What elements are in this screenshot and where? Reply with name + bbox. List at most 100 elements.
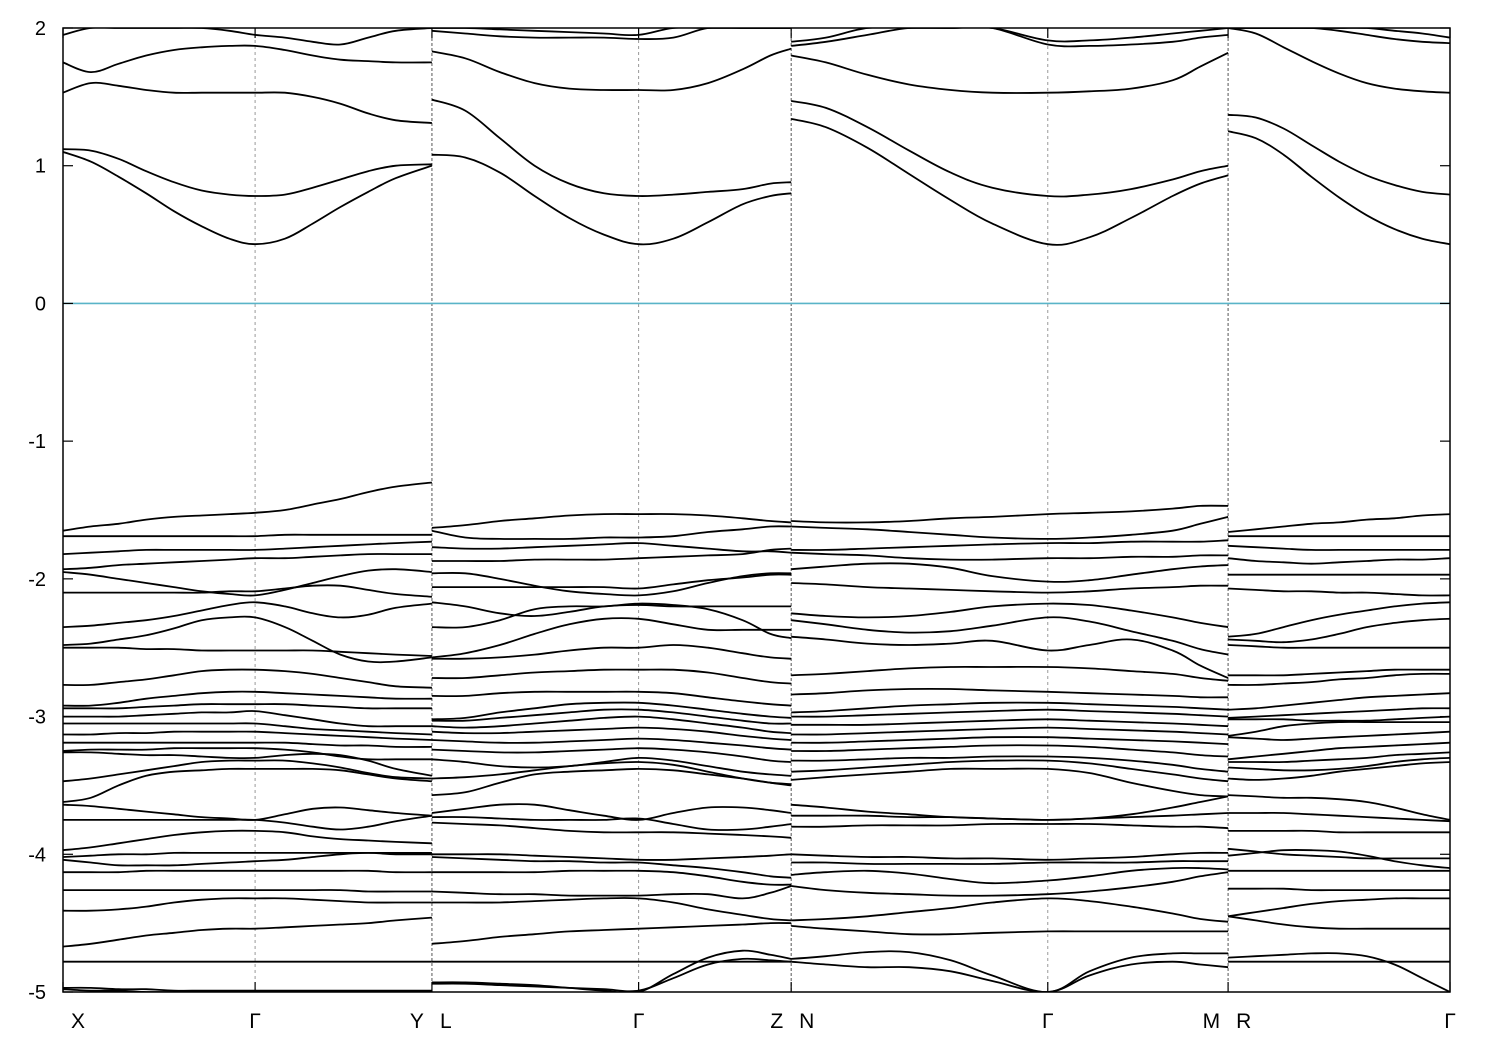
band-line-seg1-b8 <box>431 547 792 562</box>
band-line-seg0-b24 <box>63 767 432 803</box>
band-line-seg0-b10 <box>63 584 432 598</box>
band-line-seg1-b2 <box>431 47 792 92</box>
band-line-seg3-b17 <box>1228 707 1450 719</box>
band-line-seg0-b4 <box>63 28 432 46</box>
band-line-seg2-b22 <box>791 755 1229 773</box>
band-line-seg1-b33 <box>431 897 792 922</box>
band-line-seg1-b18 <box>431 708 792 725</box>
plot-frame <box>62 27 1451 993</box>
band-line-seg0-b17 <box>63 710 432 728</box>
band-line-seg2-b9 <box>791 562 1229 583</box>
band-line-seg1-b14 <box>431 644 792 660</box>
band-line-seg2-b30 <box>791 866 1229 885</box>
band-line-seg3-b11 <box>1228 601 1450 638</box>
band-line-seg3-b34 <box>1228 952 1450 992</box>
band-line-seg2-b8 <box>791 551 1229 561</box>
band-line-seg1-b9 <box>431 572 792 597</box>
band-line-seg3-b33 <box>1227 915 1450 930</box>
band-line-seg0-b8 <box>63 553 432 571</box>
band-line-seg0-b12 <box>63 615 432 664</box>
y-tick-label: -1 <box>28 431 46 453</box>
band-line-seg1-b30 <box>431 856 792 879</box>
band-line-seg1-b28 <box>431 821 792 839</box>
band-line-seg1-b12 <box>431 602 792 639</box>
band-line-seg2-b24 <box>791 767 1229 798</box>
band-line-seg2-b33 <box>791 925 1229 936</box>
band-line-seg3-b0 <box>1227 130 1450 246</box>
band-line-seg3-b14 <box>1228 668 1450 677</box>
labels-layer: 2 1 0 -1 -2 -3 -4 -5 X Γ Y L Γ Z N Γ M R Γ <box>28 18 1456 1033</box>
y-tick-label: 2 <box>35 18 46 40</box>
band-line-seg1-b11 <box>431 601 792 617</box>
kpoint-label: R <box>1236 1010 1251 1033</box>
band-line-seg1-b16 <box>431 690 792 707</box>
band-line-seg0-b14 <box>63 668 432 689</box>
band-line-seg3-b31 <box>1228 887 1450 892</box>
band-line-seg3-b4 <box>1228 28 1450 39</box>
band-line-seg0-b16 <box>63 703 432 710</box>
band-line-seg3-b10 <box>1228 587 1450 597</box>
kpoint-label: N <box>799 1010 814 1033</box>
band-line-seg0-b19 <box>63 730 432 741</box>
band-line-seg1-b25 <box>431 768 792 796</box>
band-line-seg2-b15 <box>791 687 1229 699</box>
band-line-seg3-b23 <box>1228 757 1450 772</box>
band-line-seg1-b35 <box>431 949 792 992</box>
band-line-seg3-b13 <box>1228 644 1450 649</box>
band-line-seg1-b34 <box>431 922 792 945</box>
band-line-seg3-b27 <box>1228 829 1450 834</box>
band-line-seg3-b26 <box>1228 811 1450 823</box>
band-line-seg2-b10 <box>791 582 1229 594</box>
y-tick-label: 1 <box>35 156 46 178</box>
band-line-seg2-b18 <box>791 718 1229 728</box>
kpoint-label: Γ <box>1444 1010 1456 1033</box>
band-line-seg3-b7 <box>1228 544 1450 551</box>
band-line-seg2-b28 <box>791 851 1229 861</box>
band-line-seg0-b31 <box>63 889 432 893</box>
band-line-seg3-b16 <box>1228 692 1450 711</box>
band-line-seg2-b23 <box>791 759 1229 783</box>
kpoint-label: L <box>440 1010 452 1033</box>
band-line-seg1-b0 <box>431 153 792 246</box>
band-line-seg3-b21 <box>1228 741 1450 761</box>
bands-layer <box>63 28 1450 992</box>
band-line-seg1-b13 <box>431 617 792 659</box>
band-line-seg2-b34 <box>791 950 1229 992</box>
band-line-seg3-b32 <box>1227 897 1450 918</box>
band-line-seg3-b15 <box>1228 672 1450 686</box>
band-line-seg1-b21 <box>431 737 792 751</box>
band-line-seg1-b3 <box>431 28 792 40</box>
band-line-seg1-b5 <box>431 513 792 529</box>
band-line-seg3-b12 <box>1228 617 1450 644</box>
band-line-seg3-b28 <box>1228 847 1450 860</box>
band-line-seg2-b17 <box>791 708 1229 718</box>
band-line-seg1-b36 <box>431 957 792 992</box>
kpoint-label: Z <box>770 1010 783 1033</box>
band-line-seg3-b3 <box>1228 28 1450 44</box>
kpoint-label: Γ <box>633 1010 645 1033</box>
band-line-seg2-b4 <box>791 28 1229 47</box>
band-line-seg3-b25 <box>1228 794 1450 821</box>
band-line-seg2-b27 <box>791 822 1229 829</box>
band-line-seg2-b29 <box>791 860 1229 865</box>
band-line-seg1-b10 <box>431 573 792 590</box>
band-line-seg0-b11 <box>63 601 433 628</box>
band-line-seg3-b19 <box>1227 721 1450 737</box>
band-line-seg0-b2 <box>63 81 432 124</box>
band-line-seg1-b32 <box>431 885 792 900</box>
kpoint-label: M <box>1203 1010 1221 1033</box>
kpoint-label: Y <box>410 1010 424 1033</box>
band-line-seg2-b1 <box>791 100 1229 198</box>
band-line-seg3-b24 <box>1228 761 1450 781</box>
band-line-seg0-b5 <box>63 481 432 532</box>
band-line-seg2-b12 <box>791 616 1229 656</box>
band-line-seg3-b29 <box>1228 849 1450 869</box>
band-line-seg3-b22 <box>1228 751 1450 764</box>
band-line-seg1-b15 <box>431 668 792 685</box>
band-line-seg0-b25 <box>63 803 432 821</box>
y-tick-label: -4 <box>28 844 46 866</box>
band-line-seg2-b13 <box>791 635 1229 679</box>
band-line-seg0-b18 <box>63 722 432 736</box>
band-line-seg2-b11 <box>791 602 1229 628</box>
